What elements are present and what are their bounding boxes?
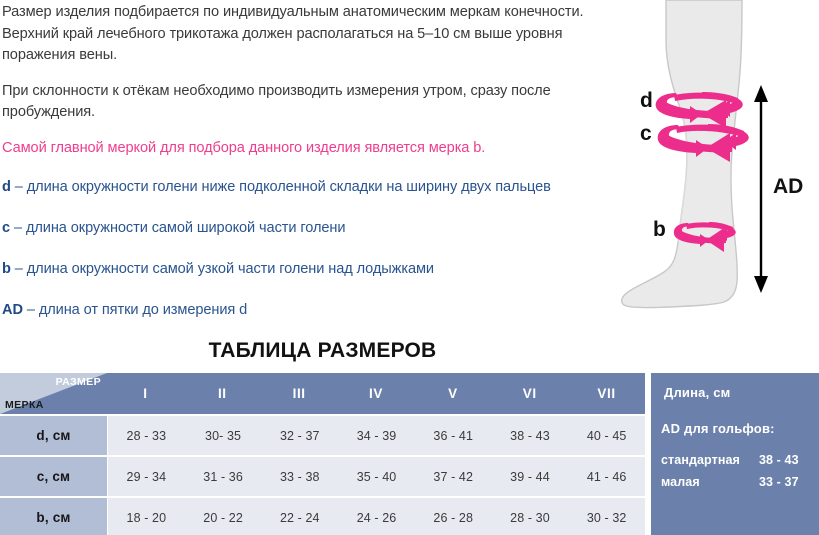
- measurement-arrow-d: [655, 92, 743, 128]
- length-small-value: 33 - 37: [759, 475, 799, 489]
- row-cells-b: 18 - 20 20 - 22 22 - 24 24 - 26 26 - 28 …: [108, 498, 645, 535]
- row-cells-d: 28 - 33 30- 35 32 - 37 34 - 39 36 - 41 3…: [108, 416, 645, 455]
- cell-c-3: 33 - 38: [279, 469, 320, 484]
- intro-paragraph-1: Размер изделия подбирается по индивидуал…: [2, 4, 584, 63]
- cell-c-6: 39 - 44: [510, 469, 550, 484]
- corner-label-size: РАЗМЕР: [55, 376, 101, 388]
- highlight-note: Самой главной меркой для подбора данного…: [2, 139, 486, 156]
- definition-dash-b: –: [10, 261, 27, 277]
- size-table: РАЗМЕР МЕРКА I II III IV V VI VII d, см …: [0, 373, 645, 535]
- column-header-6: VI: [522, 386, 537, 401]
- instructions-column: Размер изделия подбирается по индивидуал…: [0, 0, 612, 341]
- measurement-arrow-c: [657, 124, 749, 162]
- definition-text-d: длина окружности голени ниже подколенной…: [26, 179, 551, 195]
- length-panel-subtitle: AD для гольфов:: [661, 421, 775, 436]
- column-header-7: VII: [597, 386, 616, 401]
- definition-key-d: d: [2, 179, 11, 195]
- cell-b-2: 20 - 22: [203, 510, 243, 525]
- cell-d-7: 40 - 45: [586, 428, 627, 443]
- cell-c-4: 35 - 40: [356, 469, 397, 484]
- illustration-label-b: b: [653, 218, 666, 241]
- cell-d-3: 32 - 37: [279, 428, 320, 443]
- row-cells-c: 29 - 34 31 - 36 33 - 38 35 - 40 37 - 42 …: [108, 457, 645, 496]
- length-panel-title: Длина, см: [664, 385, 731, 400]
- cell-d-6: 38 - 43: [510, 428, 550, 443]
- column-header-4: IV: [369, 386, 383, 401]
- definition-c: c – длина окружности самой широкой части…: [2, 218, 608, 239]
- cell-c-1: 29 - 34: [126, 469, 167, 484]
- definition-key-b: b: [2, 261, 11, 277]
- ad-dimension-arrow: [754, 85, 768, 293]
- definition-dash-ad: –: [22, 302, 39, 318]
- definition-text-c: длина окружности самой широкой части гол…: [25, 220, 346, 236]
- cell-b-4: 24 - 26: [356, 510, 397, 525]
- cell-c-5: 37 - 42: [433, 469, 474, 484]
- illustration-label-ad: AD: [773, 175, 803, 198]
- table-row: b, см 18 - 20 20 - 22 22 - 24 24 - 26 26…: [0, 498, 645, 535]
- corner-label-measure: МЕРКА: [5, 399, 44, 411]
- row-label-d: d, см: [0, 416, 107, 455]
- table-title: ТАБЛИЦА РАЗМЕРОВ: [208, 339, 437, 362]
- cell-b-5: 26 - 28: [433, 510, 474, 525]
- cell-c-2: 31 - 36: [203, 469, 243, 484]
- cell-b-1: 18 - 20: [126, 510, 167, 525]
- definition-b: b – длина окружности самой узкой части г…: [2, 259, 608, 280]
- table-row: c, см 29 - 34 31 - 36 33 - 38 35 - 40 37…: [0, 457, 645, 496]
- illustration-label-d: d: [640, 89, 653, 112]
- row-label-b: b, см: [0, 498, 107, 535]
- table-row: d, см 28 - 33 30- 35 32 - 37 34 - 39 36 …: [0, 416, 645, 455]
- cell-d-1: 28 - 33: [126, 428, 167, 443]
- definition-key-c: c: [2, 220, 11, 236]
- definition-key-ad: AD: [2, 302, 23, 318]
- cell-b-3: 22 - 24: [279, 510, 320, 525]
- cell-d-5: 36 - 41: [433, 428, 474, 443]
- cell-c-7: 41 - 46: [586, 469, 627, 484]
- length-panel-row-small: малая 33 - 37: [661, 475, 819, 489]
- cell-b-7: 30 - 32: [586, 510, 627, 525]
- definition-ad: AD – длина от пятки до измерения d: [2, 300, 608, 321]
- column-header-2: II: [217, 386, 227, 401]
- definition-text-ad: длина от пятки до измерения d: [38, 302, 248, 318]
- length-panel: Длина, см AD для гольфов: стандартная 38…: [651, 373, 819, 535]
- column-header-5: V: [448, 386, 458, 401]
- table-corner-cell: РАЗМЕР МЕРКА: [0, 373, 107, 414]
- illustration-label-c: c: [640, 122, 652, 145]
- cell-d-4: 34 - 39: [356, 428, 397, 443]
- leg-illustration: d c b: [618, 0, 819, 332]
- length-panel-row-standard: стандартная 38 - 43: [661, 453, 819, 467]
- cell-b-6: 28 - 30: [510, 510, 550, 525]
- cell-d-2: 30- 35: [205, 428, 242, 443]
- column-header-1: I: [143, 386, 148, 401]
- table-header-row: РАЗМЕР МЕРКА I II III IV V VI VII: [0, 373, 645, 414]
- row-label-c: c, см: [0, 457, 107, 496]
- definition-dash-d: –: [10, 179, 27, 195]
- length-small-name: малая: [661, 475, 700, 489]
- intro-paragraph-2: При склонности к отёкам необходимо произ…: [2, 82, 551, 121]
- length-standard-value: 38 - 43: [759, 453, 799, 467]
- measurement-arrow-b: [673, 222, 736, 252]
- definition-d: d – длина окружности голени ниже подколе…: [2, 177, 608, 198]
- length-standard-name: стандартная: [661, 453, 740, 467]
- definition-dash-c: –: [10, 220, 26, 236]
- corner-diagonal-shape: [0, 373, 107, 414]
- column-header-3: III: [292, 386, 306, 401]
- definition-text-b: длина окружности самой узкой части голен…: [26, 261, 434, 277]
